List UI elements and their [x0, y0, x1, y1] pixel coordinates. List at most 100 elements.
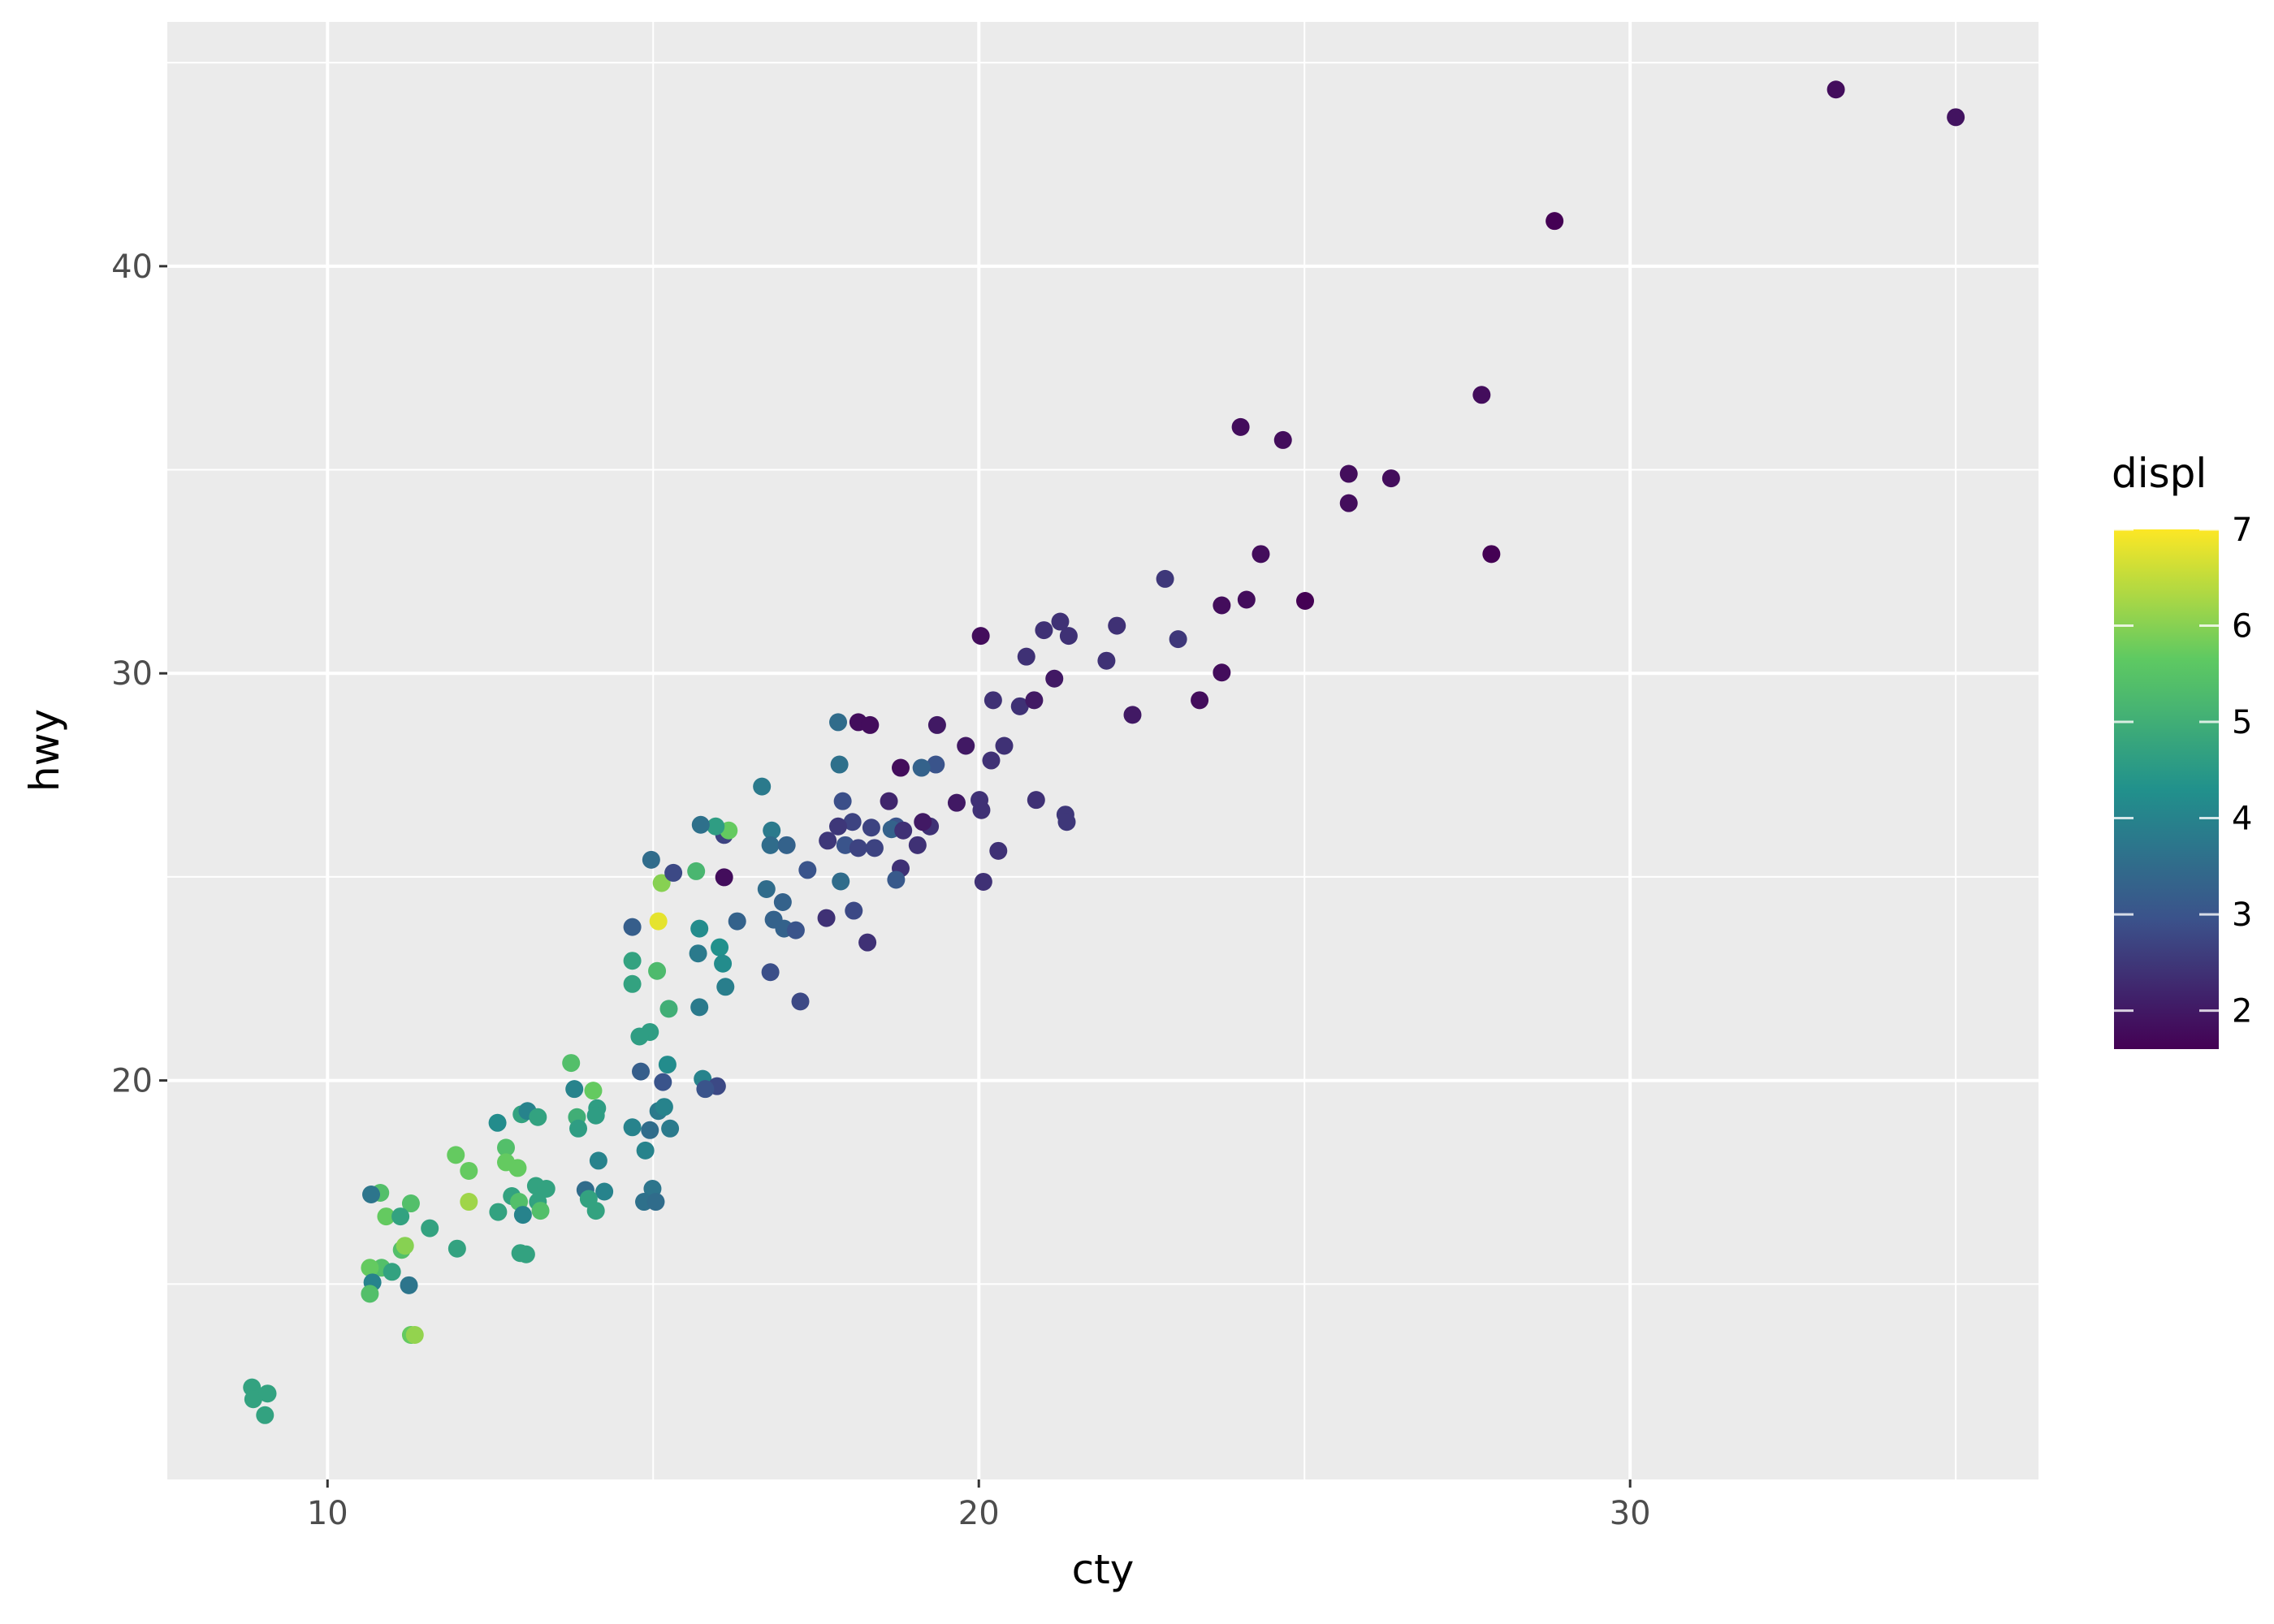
point	[927, 715, 946, 734]
point	[630, 1027, 649, 1046]
point	[396, 1237, 414, 1255]
point	[757, 879, 776, 898]
colorbar-label: 6	[2232, 608, 2252, 646]
point	[565, 1080, 584, 1099]
point	[715, 868, 733, 887]
point	[652, 874, 671, 892]
colorbar-label: 4	[2232, 801, 2252, 838]
point	[777, 836, 796, 854]
point	[689, 944, 707, 963]
point	[791, 992, 810, 1011]
point	[819, 831, 837, 850]
point	[1237, 590, 1256, 609]
point	[1123, 706, 1142, 724]
x-axis-title: cty	[1072, 1546, 1135, 1593]
point	[843, 813, 862, 831]
point	[361, 1259, 379, 1277]
point	[887, 870, 906, 889]
point	[716, 978, 735, 996]
point	[569, 1119, 588, 1138]
point	[865, 839, 884, 857]
point	[1482, 545, 1501, 564]
colorbar-label: 5	[2232, 704, 2252, 741]
point	[400, 1276, 418, 1294]
point	[377, 1207, 396, 1226]
point	[489, 1203, 508, 1221]
point	[761, 963, 780, 982]
point	[707, 817, 725, 836]
point	[957, 736, 975, 755]
point	[623, 952, 642, 970]
point	[513, 1206, 532, 1224]
points	[243, 80, 1965, 1424]
point	[829, 713, 848, 732]
x-tick-label: 10	[307, 1495, 348, 1532]
point	[1273, 430, 1292, 449]
point	[947, 793, 966, 812]
point	[894, 821, 913, 840]
axes: 10 20 30 20 30 40	[111, 248, 1651, 1532]
point	[1017, 647, 1035, 666]
point	[421, 1219, 439, 1237]
point	[891, 758, 910, 777]
point	[632, 1062, 651, 1081]
point	[256, 1406, 275, 1424]
point	[880, 792, 898, 810]
point	[258, 1384, 277, 1403]
point	[1296, 591, 1315, 610]
y-axis-title: hwy	[21, 709, 68, 792]
point	[687, 862, 706, 880]
point	[861, 715, 880, 734]
point	[833, 792, 852, 810]
point	[383, 1263, 401, 1281]
point	[623, 918, 642, 936]
point	[1339, 464, 1358, 483]
point	[763, 821, 781, 840]
point	[447, 1146, 465, 1164]
point	[649, 912, 668, 931]
point	[912, 758, 931, 777]
point	[1097, 651, 1116, 670]
point	[690, 919, 709, 938]
point	[1472, 386, 1491, 404]
point	[1027, 791, 1045, 810]
colorbar-label: 3	[2232, 896, 2252, 934]
point	[648, 961, 667, 980]
point	[858, 933, 877, 952]
point	[655, 1098, 673, 1116]
point	[1169, 630, 1187, 649]
point	[691, 815, 710, 834]
point	[908, 836, 927, 854]
point	[1213, 596, 1231, 615]
point	[497, 1153, 516, 1172]
point	[1231, 417, 1250, 436]
point	[1339, 494, 1358, 512]
x-tick-label: 20	[958, 1495, 1000, 1532]
point	[1947, 108, 1965, 127]
point	[714, 954, 733, 973]
point	[995, 736, 1014, 755]
plot-panel	[167, 22, 2038, 1479]
point	[447, 1239, 466, 1258]
point	[1010, 697, 1029, 715]
point	[1108, 616, 1126, 635]
point	[460, 1193, 478, 1212]
point	[497, 1138, 516, 1157]
point	[1191, 691, 1209, 710]
point	[401, 1194, 420, 1213]
point	[845, 901, 863, 920]
y-tick-label: 40	[111, 248, 153, 286]
point	[832, 872, 850, 891]
point	[1057, 813, 1076, 831]
point	[562, 1054, 581, 1073]
legend: 2 3 4 5 6 7	[2114, 512, 2252, 1049]
point	[829, 817, 848, 836]
point	[927, 755, 945, 774]
point	[728, 912, 746, 931]
point	[1025, 691, 1044, 710]
colorbar	[2114, 529, 2219, 1049]
grid	[167, 22, 2038, 1479]
point	[623, 974, 642, 993]
point	[1213, 663, 1231, 682]
